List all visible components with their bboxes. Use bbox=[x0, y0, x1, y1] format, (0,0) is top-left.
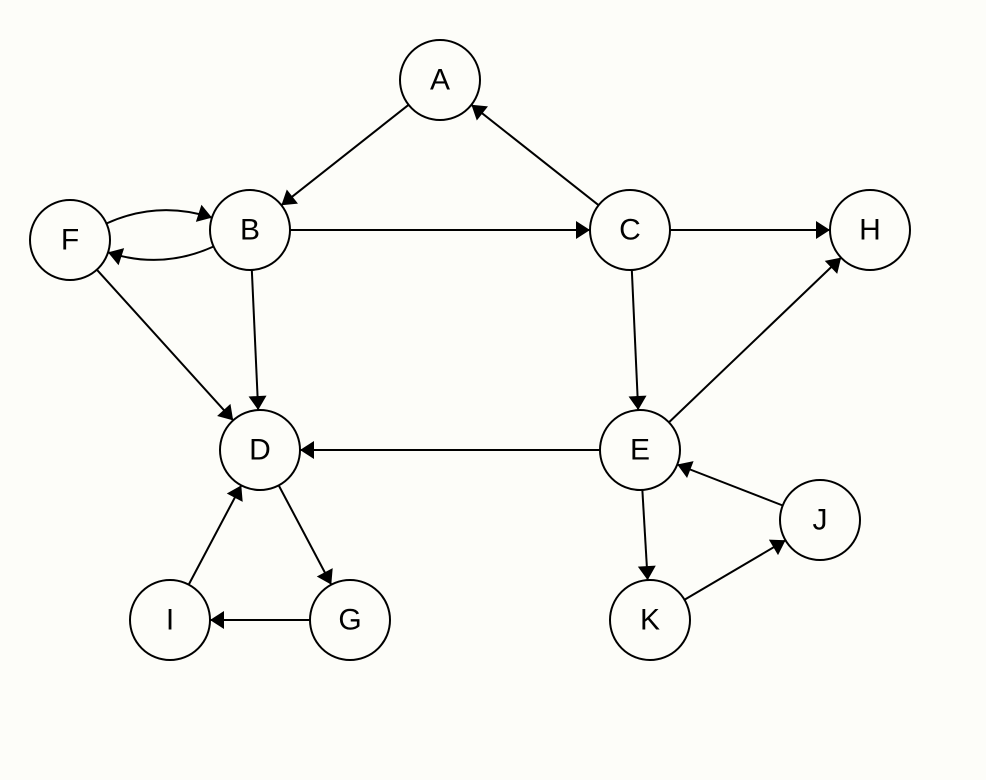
edge-K-J bbox=[684, 540, 785, 599]
node-F: F bbox=[30, 200, 110, 280]
nodes-layer: A B C F H D E J I G K bbox=[30, 40, 910, 660]
edge-J-E bbox=[677, 464, 782, 505]
edge-D-G bbox=[279, 485, 332, 584]
node-label-E: E bbox=[630, 434, 650, 467]
node-label-B: B bbox=[240, 214, 260, 247]
node-label-G: G bbox=[338, 604, 361, 637]
arrowhead bbox=[769, 540, 786, 556]
edge-F-D bbox=[97, 270, 233, 421]
edges-layer bbox=[97, 105, 841, 629]
node-label-K: K bbox=[640, 604, 660, 637]
arrowhead bbox=[816, 221, 830, 239]
arrowhead bbox=[471, 105, 488, 121]
arrowhead bbox=[638, 566, 656, 581]
node-label-H: H bbox=[859, 214, 881, 247]
directed-graph: A B C F H D E J I G K bbox=[0, 0, 986, 780]
arrowhead bbox=[210, 611, 224, 629]
node-K: K bbox=[610, 580, 690, 660]
node-label-F: F bbox=[61, 224, 79, 257]
edge-B-D bbox=[252, 270, 258, 410]
arrowhead bbox=[281, 189, 298, 205]
node-label-C: C bbox=[619, 214, 641, 247]
node-B: B bbox=[210, 190, 290, 270]
node-A: A bbox=[400, 40, 480, 120]
node-label-I: I bbox=[166, 604, 174, 637]
arrowhead bbox=[576, 221, 590, 239]
node-label-J: J bbox=[813, 504, 828, 537]
arrowhead bbox=[249, 396, 267, 410]
node-D: D bbox=[220, 410, 300, 490]
node-H: H bbox=[830, 190, 910, 270]
node-label-D: D bbox=[249, 434, 271, 467]
edge-I-D bbox=[189, 485, 242, 584]
arrowhead bbox=[629, 396, 647, 410]
node-G: G bbox=[310, 580, 390, 660]
edge-C-E bbox=[632, 270, 638, 410]
edge-E-H bbox=[669, 258, 841, 423]
node-C: C bbox=[590, 190, 670, 270]
node-I: I bbox=[130, 580, 210, 660]
edge-C-A bbox=[471, 105, 598, 205]
arrowhead bbox=[300, 441, 314, 459]
node-J: J bbox=[780, 480, 860, 560]
node-label-A: A bbox=[430, 64, 450, 97]
node-E: E bbox=[600, 410, 680, 490]
edge-A-B bbox=[281, 105, 408, 205]
